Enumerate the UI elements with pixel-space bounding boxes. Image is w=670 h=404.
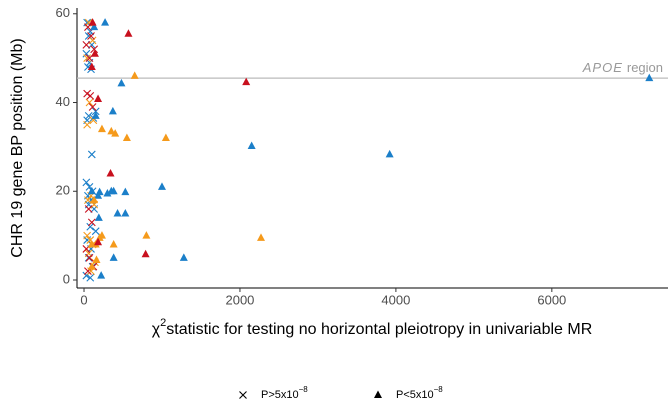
triangle-point (94, 191, 103, 199)
legend-label-text: P>5x10 (261, 389, 299, 401)
triangle-point (113, 208, 122, 217)
triangle-point (111, 129, 120, 137)
legend-marker (374, 390, 382, 398)
y-tick-label: 0 (63, 271, 70, 286)
cross-point (87, 32, 95, 40)
triangle-point (130, 71, 139, 79)
triangle-point (94, 213, 103, 221)
cross-point (87, 218, 96, 227)
cross-point (88, 36, 97, 45)
reference-label-text: region (627, 61, 663, 76)
legend-label-sup: −8 (299, 385, 309, 394)
x-tick-label: 4000 (381, 292, 410, 307)
triangle-point (97, 124, 106, 133)
triangle-point (179, 253, 188, 261)
cross-point (87, 150, 96, 159)
triangle-point (92, 255, 101, 264)
triangle-point (109, 253, 118, 261)
triangle-point (94, 94, 103, 102)
triangle-point (242, 77, 251, 86)
cross-point (86, 222, 95, 231)
triangle-point (121, 187, 130, 196)
legend-label-sup: −8 (434, 385, 444, 394)
triangle-point (141, 249, 150, 258)
triangle-point (106, 169, 115, 177)
triangle-point (121, 208, 130, 217)
cross-point (82, 178, 91, 187)
cross-point (90, 45, 99, 54)
x-axis-text: statistic for testing no horizontal plei… (166, 321, 592, 338)
reference-label-italic: APOE (582, 61, 623, 76)
cross-point (83, 231, 92, 240)
triangle-point (91, 111, 100, 119)
x-axis-symbol: χ (152, 321, 161, 338)
triangle-point (94, 237, 103, 246)
triangle-point (90, 49, 99, 57)
triangle-point (157, 182, 166, 190)
triangle-point (247, 141, 256, 150)
legend-marker (239, 391, 247, 399)
triangle-point (161, 133, 170, 142)
cross-point (85, 253, 94, 262)
triangle-point (87, 62, 96, 71)
x-tick-label: 6000 (537, 292, 566, 307)
triangle-point (257, 233, 266, 241)
triangle-point (124, 29, 133, 37)
x-axis-sup: 2 (160, 317, 166, 329)
y-tick-label: 60 (56, 5, 70, 20)
cross-point (84, 196, 92, 205)
triangle-point (90, 22, 99, 31)
reference-label: APOE region (582, 61, 663, 76)
cross-point (86, 273, 95, 282)
triangle-point (108, 106, 117, 115)
cross-point (86, 91, 95, 100)
triangle-point (142, 231, 151, 239)
legend-label: P<5x10−8 (396, 385, 443, 401)
triangle-point (103, 188, 112, 197)
triangle-point (109, 240, 118, 248)
x-axis-label: χ2statistic for testing no horizontal pl… (152, 317, 593, 338)
triangle-point (107, 186, 116, 195)
triangle-point (97, 271, 106, 279)
triangle-point (87, 186, 96, 195)
triangle-point (645, 73, 654, 82)
triangle-point (90, 195, 99, 204)
triangle-point (107, 126, 116, 135)
triangle-point (117, 78, 126, 87)
legend-label-text: P<5x10 (396, 389, 434, 401)
y-tick-label: 40 (56, 94, 70, 109)
cross-point (83, 120, 92, 129)
cross-point (83, 54, 92, 63)
cross-point (82, 40, 91, 49)
triangle-point (122, 133, 131, 142)
legend-label: P>5x10−8 (261, 385, 308, 401)
triangle-point (385, 149, 394, 158)
cross-point (85, 98, 94, 107)
x-tick-label: 2000 (225, 292, 254, 307)
cross-point (88, 103, 97, 111)
cross-point (91, 227, 100, 236)
x-tick-label: 0 (80, 292, 87, 307)
y-axis-label: CHR 19 gene BP position (Mb) (9, 38, 26, 257)
y-tick-label: 20 (56, 183, 70, 198)
triangle-point (88, 18, 97, 26)
triangle-point (101, 18, 110, 26)
triangle-point (87, 262, 96, 270)
cross-point (84, 205, 93, 213)
